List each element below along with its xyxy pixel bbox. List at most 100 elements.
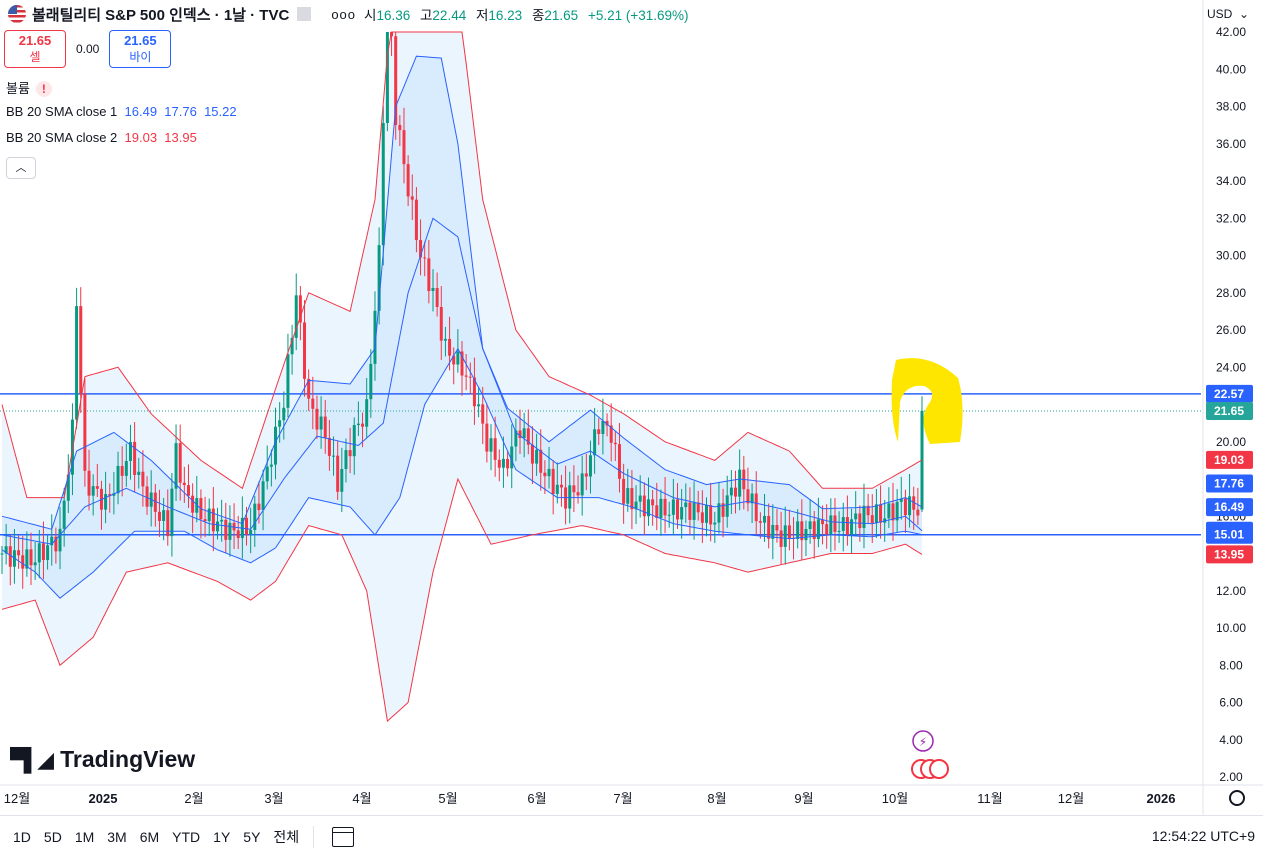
candle-body: [203, 519, 207, 522]
candle-body: [539, 449, 543, 473]
candle-body: [816, 519, 820, 539]
candle-body: [54, 536, 58, 552]
buy-button[interactable]: 21.65 바이: [109, 30, 172, 68]
y-tick-label: 34.00: [1216, 174, 1246, 188]
y-tick-label: 42.00: [1216, 25, 1246, 39]
candle-body: [870, 515, 874, 524]
symbol-title[interactable]: 볼래틸리티 S&P 500 인덱스 · 1날 · TVC: [32, 6, 290, 24]
range-5d-button[interactable]: 5D: [43, 828, 62, 845]
candle-body: [365, 399, 369, 427]
candle-body: [344, 450, 348, 469]
candle-body: [588, 455, 592, 477]
candle-body: [315, 408, 319, 430]
candle-body: [663, 498, 667, 516]
gear-icon[interactable]: [1229, 790, 1245, 806]
candle-body: [568, 485, 572, 509]
tradingview-logo-icon: ▀▌◢: [10, 746, 54, 772]
range-6m-button[interactable]: 6M: [139, 828, 160, 845]
warning-icon[interactable]: !: [35, 81, 52, 97]
candle-body: [128, 441, 132, 462]
candle-body: [261, 481, 265, 511]
range-all-button[interactable]: 전체: [273, 828, 300, 845]
spread-value: 0.00: [76, 42, 100, 56]
more-icon[interactable]: ooo: [331, 6, 357, 22]
candle-body: [373, 310, 377, 364]
candle-body: [398, 124, 402, 131]
candle-body: [812, 521, 816, 539]
candle-body: [800, 521, 804, 541]
candle-body: [120, 465, 124, 476]
candle-body: [191, 495, 195, 513]
candle-body: [667, 514, 671, 516]
event-lightning-icon: [912, 730, 934, 752]
candle-body: [477, 404, 481, 407]
candle-body: [692, 502, 696, 520]
bb2-lower-line: [1, 477, 923, 723]
range-ytd-button[interactable]: YTD: [172, 828, 201, 845]
candle-body: [414, 199, 418, 241]
candle-body: [124, 461, 128, 476]
market-status-icon[interactable]: [297, 7, 312, 21]
sell-button[interactable]: 21.65 셀: [4, 30, 66, 68]
price-badge-label: 19.03: [1214, 453, 1244, 467]
x-tick-label: 6월: [527, 791, 546, 806]
y-tick-label: 24.00: [1216, 360, 1246, 374]
y-tick-label: 10.00: [1216, 621, 1246, 635]
candle-body: [79, 306, 83, 394]
candle-body: [385, 32, 389, 124]
x-tick-label: 7월: [613, 791, 632, 806]
candle-body: [746, 489, 750, 504]
range-1y-button[interactable]: 1Y: [213, 828, 231, 845]
candle-body: [634, 501, 638, 510]
candle-body: [543, 472, 547, 477]
range-5y-button[interactable]: 5Y: [243, 828, 261, 845]
candle-body: [468, 376, 472, 378]
candle-body: [245, 517, 249, 535]
candle-body: [729, 487, 733, 496]
range-3m-button[interactable]: 3M: [107, 828, 127, 845]
candle-body: [638, 495, 642, 502]
candle-body: [675, 499, 679, 520]
tradingview-logo[interactable]: ▀▌◢ TradingView: [10, 746, 196, 772]
range-1d-button[interactable]: 1D: [13, 828, 31, 845]
calendar-icon[interactable]: [332, 826, 355, 847]
y-tick-label: 40.00: [1216, 62, 1246, 76]
candle-body: [431, 288, 435, 292]
candle-body: [671, 499, 675, 515]
candle-body: [754, 493, 758, 522]
bb2-legend[interactable]: BB 20 SMA close 2 19.03 13.95: [6, 130, 197, 145]
currency-selector[interactable]: USD ⌄: [1207, 7, 1249, 21]
candle-body: [779, 530, 783, 547]
price-badge-label: 13.95: [1214, 547, 1244, 561]
candle-body: [21, 555, 25, 569]
volume-legend[interactable]: 볼륨!: [6, 78, 52, 97]
x-tick-label: 4월: [352, 791, 371, 806]
candle-body: [228, 522, 232, 540]
candle-body: [332, 455, 336, 457]
candle-body: [845, 517, 849, 535]
candle-body: [323, 416, 327, 438]
x-tick-label: 5월: [438, 791, 457, 806]
candle-body: [821, 519, 825, 525]
range-1m-button[interactable]: 1M: [74, 828, 95, 845]
price-badge: [1206, 402, 1253, 421]
candle-body: [319, 416, 323, 430]
candle-body: [651, 499, 655, 506]
candle-body: [369, 363, 373, 400]
bb1-legend[interactable]: BB 20 SMA close 1 16.49 17.76 15.22: [6, 104, 237, 119]
candle-body: [162, 510, 166, 521]
candle-body: [472, 377, 476, 407]
candle-body: [535, 449, 539, 464]
bb2-upper-line: [1, 31, 923, 499]
candle-body: [530, 444, 534, 464]
candle-body: [609, 425, 613, 443]
candle-body: [485, 423, 489, 452]
collapse-legend-button[interactable]: ︿: [6, 157, 36, 179]
candle-body: [725, 495, 729, 517]
candle-body: [220, 519, 224, 522]
clock[interactable]: 12:54:22 UTC+9: [1151, 828, 1255, 844]
candle-body: [593, 429, 597, 456]
price-badge-label: 22.57: [1214, 387, 1244, 401]
bb-basis-line: [1, 217, 923, 545]
